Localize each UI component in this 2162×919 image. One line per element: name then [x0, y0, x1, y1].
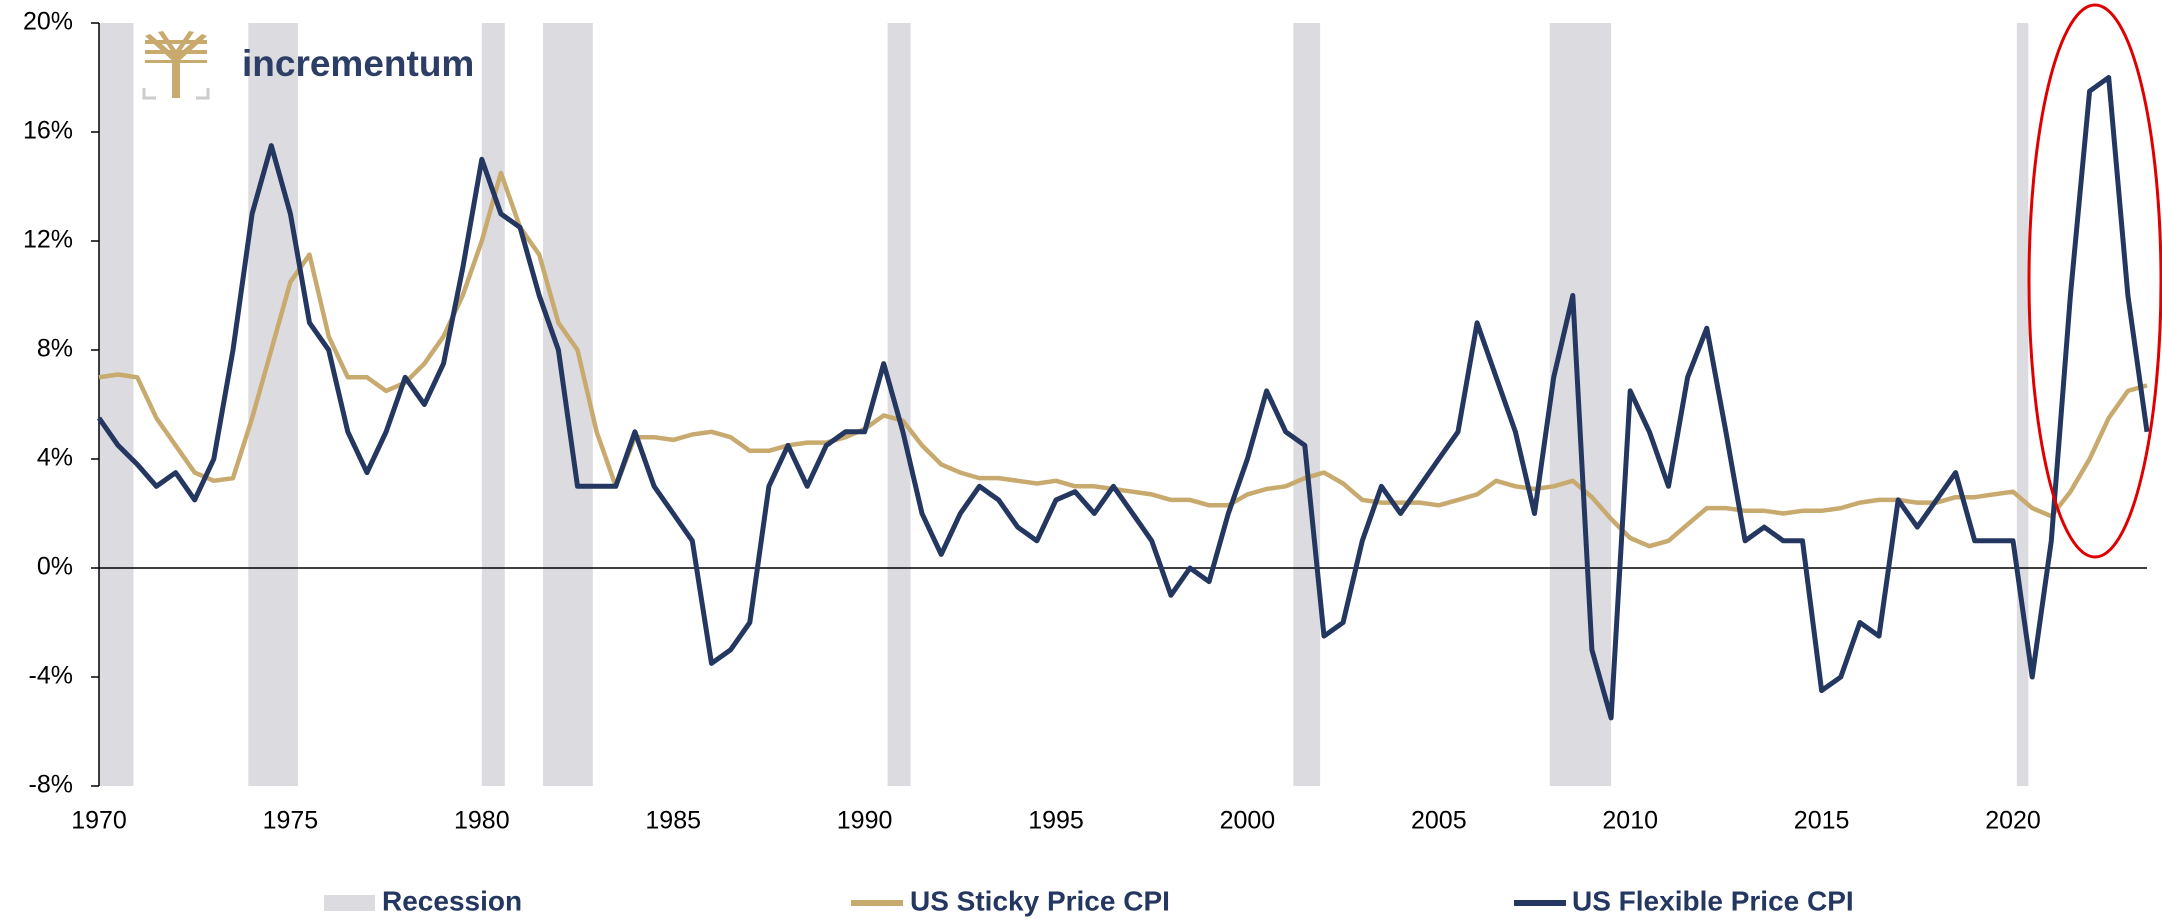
x-tick-label: 2015 [1794, 807, 1850, 835]
y-tick-label: 8% [37, 335, 73, 363]
highlight-ellipse [2027, 3, 2162, 559]
y-tick-label: -4% [29, 662, 73, 690]
legend-label: Recession [382, 885, 522, 916]
y-tick-label: 4% [37, 444, 73, 472]
line-layer [96, 75, 2150, 721]
series-line [98, 170, 2148, 549]
y-tick-label: 20% [23, 8, 73, 36]
x-tick-label: 1980 [454, 807, 510, 835]
x-tick-label: 1975 [263, 807, 319, 835]
legend-swatch [324, 895, 375, 911]
y-tick-label: 12% [23, 226, 73, 254]
logo-icon [145, 31, 207, 98]
logo: incrementum [142, 31, 474, 100]
legend-label: US Flexible Price CPI [1572, 885, 1854, 916]
x-tick-label: 2020 [1985, 807, 2041, 835]
y-tick-label: 0% [37, 553, 73, 581]
recession-band [481, 23, 505, 786]
y-tick-label: 16% [23, 117, 73, 145]
x-tick-label: 1995 [1028, 807, 1084, 835]
axes-layer: -8% -4% 0% 4% 8% 12% 16% 20% 1970 1975 1980 1985 199… [23, 8, 2147, 835]
x-tick-label: 2000 [1220, 807, 1276, 835]
recession-band [99, 23, 134, 786]
legend-label: US Sticky Price CPI [910, 885, 1170, 916]
x-tick-label: 2005 [1411, 807, 1467, 835]
recession-band [887, 23, 911, 786]
x-tick-label: 1990 [837, 807, 893, 835]
y-tick-label: -8% [29, 771, 73, 799]
recession-layer [99, 23, 2029, 786]
x-tick-label: 1970 [71, 807, 127, 835]
logo-text: incrementum [242, 43, 474, 84]
recession-band [1293, 23, 1321, 786]
legend: Recession US Sticky Price CPI US Flexible … [324, 885, 1854, 916]
x-tick-label: 1985 [645, 807, 701, 835]
x-tick-label: 2010 [1602, 807, 1658, 835]
series-line [96, 75, 2150, 721]
recession-band [2016, 23, 2029, 786]
